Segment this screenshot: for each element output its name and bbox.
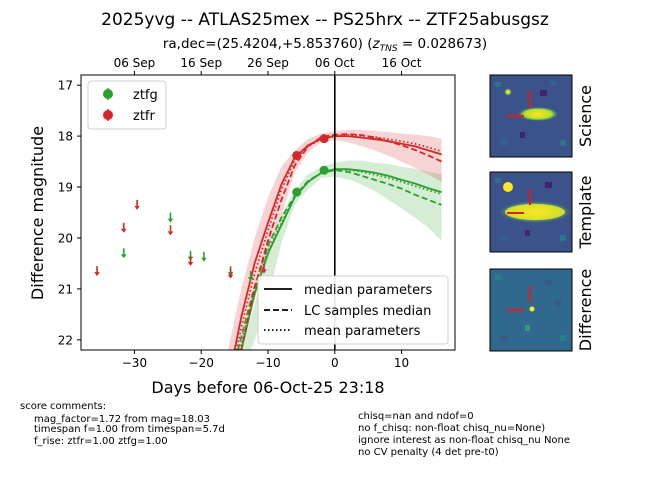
mean-curve-ztfr: [235, 134, 442, 350]
legend-label-lc-samples: LC samples median: [304, 304, 431, 319]
upper-limit-ztfr: [134, 199, 140, 210]
stamp-label-difference: Difference: [576, 269, 595, 351]
detection-point-ztfg: [319, 165, 329, 175]
y-tick-label: 21: [58, 282, 73, 296]
comment-left-2: timespan f=1.00 from timespan=5.7d: [34, 424, 225, 435]
top-tick-label: 16 Oct: [382, 56, 422, 70]
x-tick-label: −30: [122, 356, 147, 370]
y-tick-label: 19: [58, 181, 73, 195]
legend-marker-ztfr: [103, 110, 113, 120]
series-legend: ztfg ztfr: [87, 80, 167, 130]
upper-limit-ztfr: [261, 263, 267, 274]
legend-label-mean: mean parameters: [304, 324, 421, 339]
comment-left-1: mag_factor=1.72 from mag=18.03: [34, 414, 210, 425]
upper-limit-ztfg: [167, 212, 174, 223]
legend-marker-ztfg: [103, 89, 113, 99]
stamp-label-template: Template: [576, 175, 595, 249]
legend-entry-ztfg: ztfg: [103, 88, 158, 103]
y-axis-label: Difference magnitude: [28, 126, 47, 300]
upper-limit-ztfr: [167, 225, 174, 236]
upper-limit-ztfr: [120, 222, 127, 233]
top-tick-label: 06 Sep: [114, 56, 156, 70]
y-tick-label: 17: [58, 79, 73, 93]
upper-limit-ztfr: [227, 268, 234, 279]
x-tick-label: −10: [255, 356, 280, 370]
comment-right-2: no f_chisq: non-float chisq_nu=None): [358, 423, 545, 434]
legend-label-median: median parameters: [304, 283, 432, 298]
comment-right-4: no CV penalty (4 det pre-t0): [358, 447, 499, 458]
x-tick-label: −20: [189, 356, 214, 370]
x-tick-label: 0: [331, 356, 339, 370]
top-tick-label: 26 Sep: [247, 56, 289, 70]
legend-entry-ztfr: ztfr: [103, 109, 155, 124]
y-tick-label: 20: [58, 231, 73, 245]
lc-samples-curve-ztfr: [240, 133, 442, 350]
linestyle-legend: median parameters LC samples median mean…: [257, 275, 449, 345]
upper-limit-ztfr: [94, 266, 100, 277]
upper-limit-ztfg: [247, 271, 254, 282]
stamp-science: [489, 74, 573, 158]
comment-right-1: chisq=nan and ndof=0: [358, 411, 474, 422]
stamp-label-science: Science: [576, 85, 595, 147]
x-tick-label: 10: [394, 356, 409, 370]
upper-limit-ztfg: [120, 248, 127, 259]
legend-label-ztfr: ztfr: [133, 109, 155, 124]
detection-point-ztfr: [319, 134, 329, 144]
stamp-difference: [489, 268, 573, 352]
stamp-template: [489, 171, 573, 253]
comment-left-3: f_rise: ztfr=1.00 ztfg=1.00: [34, 436, 168, 447]
uncertainty-band-ztfg: [241, 160, 442, 350]
top-tick-label: 16 Sep: [180, 56, 222, 70]
upper-limit-ztfr: [187, 255, 194, 266]
comment-right-3: ignore interest as non-float chisq_nu No…: [358, 435, 570, 446]
upper-limit-ztfg: [201, 251, 207, 262]
top-tick-label: 06 Oct: [315, 56, 355, 70]
plot-area: −30 −20 −10 0 10 17 18 19 20 21 22 06 Sep 16 Sep 26…: [58, 56, 456, 370]
legend-label-ztfg: ztfg: [133, 88, 158, 103]
chart-subtitle: ra,dec=(25.4204,+5.853760) (zTNS = 0.028…: [163, 36, 487, 54]
y-tick-label: 22: [58, 333, 73, 347]
detection-point-ztfr: [292, 150, 302, 160]
chart-title: 2025yvg -- ATLAS25mex -- PS25hrx -- ZTF2…: [101, 10, 549, 30]
x-axis-label: Days before 06-Oct-25 23:18: [151, 378, 384, 397]
mean-curve-ztfg: [238, 168, 442, 350]
y-tick-label: 18: [58, 130, 73, 144]
lc-samples-curve-ztfg: [237, 169, 442, 350]
detection-point-ztfg: [292, 187, 302, 197]
comments-header: score comments:: [20, 401, 106, 412]
